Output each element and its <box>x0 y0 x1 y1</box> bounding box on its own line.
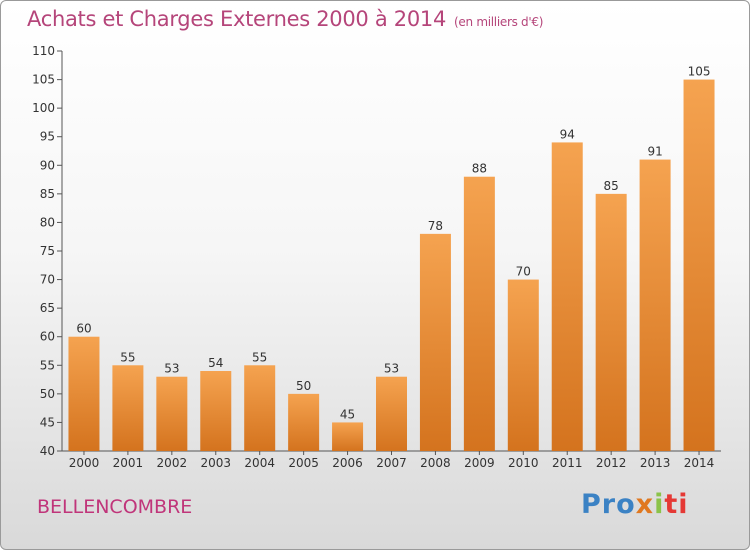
x-tick-label: 2010 <box>508 456 539 470</box>
y-tick-label: 80 <box>40 215 55 229</box>
x-tick-label: 2007 <box>376 456 407 470</box>
y-tick-label: 40 <box>40 444 55 458</box>
chart-title: Achats et Charges Externes 2000 à 2014 (e… <box>27 7 543 31</box>
logo-part-2: x <box>635 489 655 520</box>
logo-part-1: Pro <box>581 489 636 520</box>
bar-value-label: 55 <box>120 350 135 364</box>
x-tick-label: 2008 <box>420 456 451 470</box>
bar <box>595 193 627 451</box>
bar <box>112 365 144 451</box>
chart-title-text: Achats et Charges Externes 2000 à 2014 <box>27 7 447 31</box>
y-tick-label: 50 <box>40 387 55 401</box>
y-tick-label: 110 <box>32 44 55 58</box>
x-tick-label: 2009 <box>464 456 495 470</box>
y-tick-label: 65 <box>40 301 55 315</box>
logo-part-3: i <box>654 489 665 520</box>
x-tick-label: 2011 <box>552 456 583 470</box>
chart-unit: (en milliers d'€) <box>454 15 544 29</box>
bar <box>200 371 232 451</box>
bar-value-label: 45 <box>340 407 355 421</box>
y-tick-label: 75 <box>40 244 55 258</box>
bar-value-label: 55 <box>252 350 267 364</box>
bar <box>639 159 671 452</box>
bar <box>419 233 451 451</box>
x-tick-label: 2013 <box>640 456 671 470</box>
x-tick-label: 2003 <box>200 456 231 470</box>
bar-value-label: 91 <box>647 145 662 159</box>
bar <box>156 376 188 451</box>
bar-value-label: 60 <box>76 322 91 336</box>
bar-value-label: 88 <box>472 162 487 176</box>
y-tick-label: 105 <box>32 73 55 87</box>
x-tick-label: 2012 <box>596 456 627 470</box>
y-tick-label: 55 <box>40 358 55 372</box>
x-tick-label: 2014 <box>684 456 715 470</box>
bar <box>507 279 539 451</box>
bar <box>683 79 715 452</box>
bar <box>332 422 364 451</box>
y-tick-label: 70 <box>40 273 55 287</box>
bar-value-label: 94 <box>560 127 575 141</box>
bar-value-label: 105 <box>688 65 711 79</box>
y-tick-label: 45 <box>40 415 55 429</box>
x-tick-label: 2004 <box>244 456 275 470</box>
x-tick-label: 2006 <box>332 456 363 470</box>
bar-value-label: 50 <box>296 379 311 393</box>
commune-name: BELLENCOMBRE <box>37 496 193 518</box>
bar <box>463 176 495 451</box>
x-tick-label: 2000 <box>69 456 100 470</box>
logo-part-4: ti <box>664 489 689 520</box>
y-tick-label: 90 <box>40 158 55 172</box>
proxiti-logo: Proxiti <box>581 489 689 520</box>
bar <box>551 142 583 451</box>
y-tick-label: 95 <box>40 130 55 144</box>
bar <box>288 393 320 451</box>
x-tick-label: 2002 <box>157 456 188 470</box>
x-tick-label: 2005 <box>288 456 319 470</box>
bar-value-label: 54 <box>208 356 223 370</box>
y-tick-label: 60 <box>40 330 55 344</box>
bar-value-label: 53 <box>164 362 179 376</box>
bar-value-label: 70 <box>516 265 531 279</box>
bar-value-label: 85 <box>604 179 619 193</box>
y-tick-label: 85 <box>40 187 55 201</box>
bar-value-label: 53 <box>384 362 399 376</box>
y-tick-label: 100 <box>32 101 55 115</box>
x-tick-label: 2001 <box>113 456 144 470</box>
bar-value-label: 78 <box>428 219 443 233</box>
bar <box>68 336 100 451</box>
bar <box>244 365 276 451</box>
bar <box>376 376 407 451</box>
